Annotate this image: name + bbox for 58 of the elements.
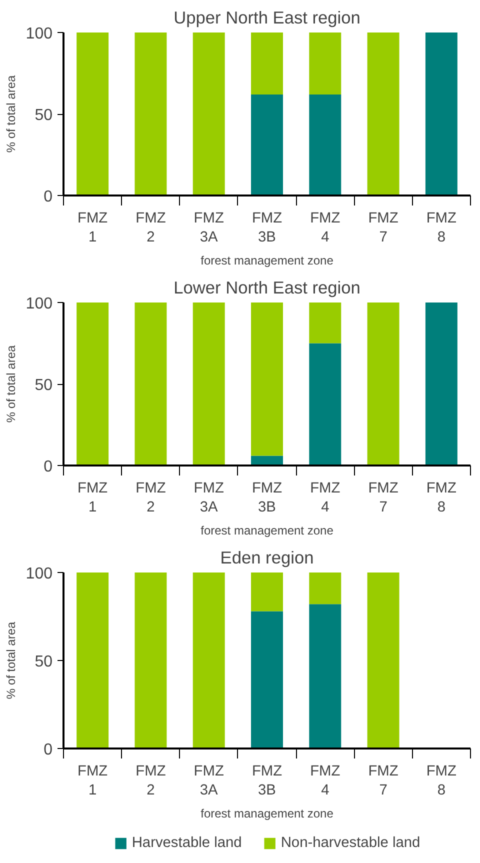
x-tick-label: FMZ 3B bbox=[252, 764, 282, 799]
x-tick-label: FMZ 8 bbox=[426, 764, 457, 799]
y-tick-label: 50 bbox=[34, 654, 53, 670]
y-axis-title: % of total area bbox=[4, 621, 18, 700]
bar bbox=[134, 302, 167, 466]
legend-label: Harvestable land bbox=[132, 835, 242, 851]
y-tick-label: 0 bbox=[44, 458, 53, 476]
x-tick-label: FMZ 7 bbox=[368, 480, 398, 516]
x-tick-label: FMZ 1 bbox=[78, 210, 108, 246]
bar bbox=[192, 572, 225, 748]
chart-title: Lower North East region bbox=[174, 278, 360, 298]
y-tick-label: 100 bbox=[26, 566, 53, 582]
x-tick-label: FMZ 2 bbox=[136, 210, 166, 246]
y-tick-label: 50 bbox=[34, 107, 53, 124]
bar bbox=[309, 572, 342, 604]
bar bbox=[251, 572, 283, 612]
bar bbox=[425, 302, 458, 466]
bar bbox=[192, 302, 225, 466]
x-tick-label: FMZ 2 bbox=[136, 764, 166, 799]
x-tick-label: FMZ 8 bbox=[426, 210, 457, 246]
x-tick-label: FMZ 3A bbox=[194, 764, 224, 799]
x-tick-label: FMZ 3A bbox=[194, 210, 224, 246]
x-tick-label: FMZ 4 bbox=[310, 764, 340, 799]
bar bbox=[309, 604, 342, 748]
x-tick-label: FMZ 2 bbox=[136, 480, 166, 516]
x-tick-label: FMZ 7 bbox=[368, 764, 398, 799]
x-axis-title: forest management zone bbox=[200, 806, 334, 821]
x-tick-label: FMZ 3B bbox=[252, 210, 282, 246]
x-tick-label: FMZ 1 bbox=[78, 480, 108, 516]
bar bbox=[76, 572, 109, 748]
legend-label: Non-harvestable land bbox=[280, 835, 420, 851]
y-axis-title: % of total area bbox=[4, 344, 18, 423]
bar bbox=[251, 611, 283, 748]
x-tick-label: FMZ 4 bbox=[310, 480, 340, 516]
chart-title: Upper North East region bbox=[174, 8, 360, 28]
x-tick-label: FMZ 7 bbox=[368, 210, 398, 246]
y-tick-label: 50 bbox=[34, 377, 53, 394]
bar bbox=[76, 302, 109, 466]
x-tick-label: FMZ 3B bbox=[252, 480, 282, 516]
x-tick-label: FMZ 4 bbox=[310, 210, 340, 246]
y-tick-label: 0 bbox=[44, 742, 53, 758]
x-tick-label: FMZ 3A bbox=[194, 480, 224, 516]
bar bbox=[251, 302, 283, 456]
y-axis-title: % of total area bbox=[4, 74, 18, 153]
chart-title: Eden region bbox=[220, 548, 314, 568]
bar bbox=[309, 302, 342, 344]
bar bbox=[134, 572, 167, 748]
x-tick-label: FMZ 1 bbox=[78, 764, 108, 799]
bar bbox=[251, 456, 283, 466]
x-tick-label: FMZ 8 bbox=[426, 480, 457, 516]
x-axis-title: forest management zone bbox=[200, 254, 334, 268]
bar bbox=[367, 302, 400, 466]
x-axis-title: forest management zone bbox=[200, 524, 334, 538]
y-tick-label: 100 bbox=[26, 26, 53, 42]
y-tick-label: 100 bbox=[26, 296, 53, 312]
y-tick-label: 0 bbox=[44, 188, 53, 206]
bar bbox=[367, 572, 400, 748]
bar bbox=[309, 343, 342, 466]
